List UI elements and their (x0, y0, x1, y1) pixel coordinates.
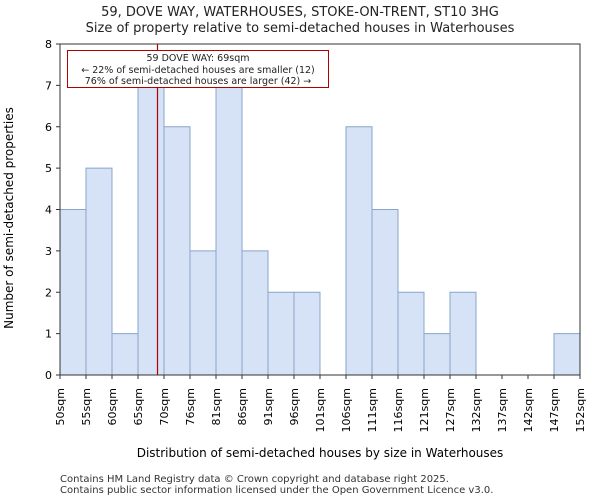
x-tick-label: 111sqm (366, 388, 379, 432)
x-tick-label: 121sqm (418, 388, 431, 432)
bar-91sqm (267, 291, 295, 376)
bar-86sqm (241, 250, 269, 376)
x-tick-label: 91sqm (262, 388, 275, 425)
x-tick-label: 96sqm (288, 388, 301, 425)
annotation-line-1: 59 DOVE WAY: 69sqm (146, 53, 250, 64)
chart-subtitle: Size of property relative to semi-detach… (85, 21, 515, 36)
annotation-line-3: 76% of semi-detached houses are larger (… (84, 76, 312, 87)
bar-96sqm (293, 291, 321, 376)
footer-line-1: Contains HM Land Registry data © Crown c… (60, 474, 449, 485)
bar-111sqm (371, 209, 399, 376)
x-tick-label: 81sqm (210, 388, 223, 425)
x-tick-label: 127sqm (444, 388, 457, 432)
x-tick-label: 60sqm (106, 388, 119, 425)
x-tick-label: 65sqm (132, 388, 145, 425)
y-tick-label: 4 (45, 204, 52, 217)
y-tick-label: 8 (45, 38, 52, 51)
x-tick-label: 137sqm (496, 388, 509, 432)
y-tick-label: 5 (45, 162, 52, 175)
y-tick-label: 1 (45, 328, 52, 341)
annotation-line-2: ← 22% of semi-detached houses are smalle… (81, 64, 315, 76)
bar-147sqm (553, 333, 581, 376)
y-axis-label: Number of semi-detached properties (2, 107, 16, 329)
bar-76sqm (189, 250, 217, 376)
bar-81sqm (215, 84, 243, 376)
x-tick-label: 55sqm (80, 388, 93, 425)
bar-116sqm (397, 291, 425, 376)
x-tick-label: 106sqm (340, 388, 353, 432)
bar-121sqm (423, 333, 451, 376)
bar-60sqm (111, 333, 139, 376)
x-tick-label: 152sqm (574, 388, 587, 432)
bar-127sqm (449, 291, 477, 376)
y-tick-label: 6 (45, 121, 52, 134)
x-tick-label: 142sqm (522, 388, 535, 432)
y-tick-label: 7 (45, 79, 52, 92)
x-tick-label: 76sqm (184, 388, 197, 425)
y-tick-label: 3 (45, 245, 52, 258)
x-tick-label: 132sqm (470, 388, 483, 432)
x-tick-label: 50sqm (54, 388, 67, 425)
x-axis-label: Distribution of semi-detached houses by … (137, 446, 504, 460)
bar-50sqm (59, 209, 87, 376)
footer-line-2: Contains public sector information licen… (60, 485, 494, 496)
property-annotation: 59 DOVE WAY: 69sqm ← 22% of semi-detache… (67, 50, 329, 88)
x-tick-label: 70sqm (158, 388, 171, 425)
chart-title: 59, DOVE WAY, WATERHOUSES, STOKE-ON-TREN… (101, 5, 499, 20)
bar-55sqm (85, 167, 113, 376)
x-tick-label: 116sqm (392, 388, 405, 432)
bar-70sqm (163, 126, 191, 376)
bar-65sqm (137, 84, 165, 376)
x-tick-label: 147sqm (548, 388, 561, 432)
y-tick-label: 0 (45, 369, 52, 382)
y-tick-label: 2 (45, 286, 52, 299)
x-tick-label: 86sqm (236, 388, 249, 425)
x-tick-label: 101sqm (314, 388, 327, 432)
bar-106sqm (345, 126, 373, 376)
